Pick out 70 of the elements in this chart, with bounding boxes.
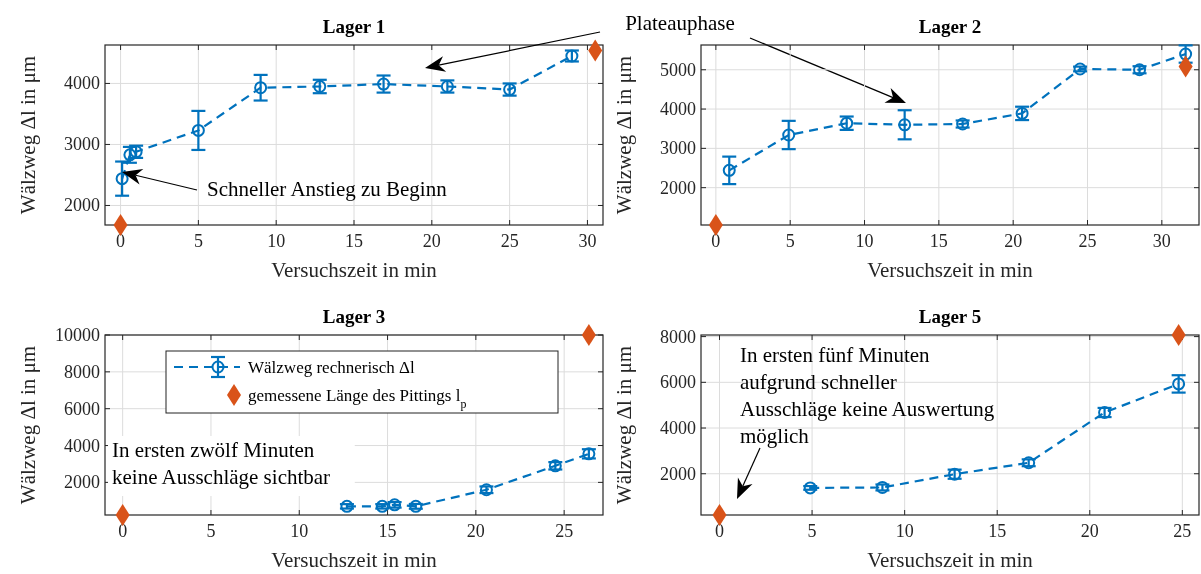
x-tick-label: 30: [578, 231, 597, 251]
point: [875, 480, 889, 494]
chart-title: Lager 2: [918, 16, 982, 37]
x-tick-label: 10: [855, 231, 874, 251]
legend-label: Wälzweg rechnerisch Δl: [248, 358, 415, 377]
x-tick-label: 15: [988, 521, 1007, 541]
y-tick-label: 4000: [64, 435, 100, 456]
y-tick-label: 3000: [64, 134, 100, 155]
x-axis-title: Versuchszeit in min: [867, 258, 1034, 282]
x-tick-label: 0: [118, 521, 128, 541]
y-tick-label: 5000: [660, 59, 696, 80]
text: Plateauphase: [625, 11, 735, 35]
y-tick-label: 4000: [660, 99, 696, 120]
point: [254, 81, 268, 95]
x-tick-label: 10: [290, 521, 309, 541]
point: [191, 123, 205, 137]
x-tick-label: 25: [500, 231, 519, 251]
y-axis-title: Wälzweg Δl in μm: [612, 55, 636, 215]
x-tick-label: 5: [807, 521, 817, 541]
x-axis-title: Versuchszeit in min: [271, 548, 438, 572]
point: [340, 499, 354, 513]
x-tick-label: 25: [555, 521, 574, 541]
x-tick-label: 0: [116, 231, 126, 251]
x-tick-label: 20: [1080, 521, 1099, 541]
x-axis-title: Versuchszeit in min: [271, 258, 438, 282]
y-tick-label: 2000: [64, 195, 100, 216]
point: [803, 481, 817, 495]
x-tick-label: 10: [895, 521, 914, 541]
x-tick-label: 0: [715, 521, 725, 541]
chart-title: Lager 5: [918, 306, 982, 327]
y-tick-label: 4000: [660, 418, 696, 439]
y-tick-label: 8000: [64, 361, 100, 382]
annotation: Schneller Anstieg zu Beginn: [207, 177, 448, 201]
x-tick-label: 20: [422, 231, 441, 251]
point: [1073, 62, 1087, 76]
x-tick-label: 0: [711, 231, 721, 251]
x-axis-title: Versuchszeit in min: [867, 548, 1034, 572]
x-tick-label: 25: [1078, 231, 1097, 251]
annotation: In ersten fünf Minuten aufgrund schneller Ausschläge keine Auswertung möglich: [740, 343, 995, 448]
y-axis-title: Wälzweg Δl in μm: [612, 345, 636, 505]
point: [782, 128, 796, 142]
point: [722, 163, 736, 177]
y-tick-label: 2000: [64, 472, 100, 493]
legend-label: gemessene Länge des Pittings l$_{p}$: [248, 386, 467, 411]
y-tick-label: 6000: [660, 372, 696, 393]
point: [115, 172, 129, 186]
y-axis-title: Wälzweg Δl in μm: [16, 55, 40, 215]
y-tick-label: 2000: [660, 463, 696, 484]
y-tick-label: 3000: [660, 138, 696, 159]
x-tick-label: 5: [785, 231, 795, 251]
x-tick-label: 30: [1152, 231, 1171, 251]
y-tick-label: 8000: [660, 326, 696, 347]
x-tick-label: 15: [378, 521, 397, 541]
x-tick-label: 25: [1173, 521, 1192, 541]
x-tick-label: 15: [929, 231, 948, 251]
y-tick-label: 2000: [660, 177, 696, 198]
point: [898, 118, 912, 132]
x-tick-label: 20: [1004, 231, 1023, 251]
y-axis-title: Wälzweg Δl in μm: [16, 345, 40, 505]
y-tick-label: 10000: [55, 325, 100, 345]
annotation: In ersten zwölf Minuten keine Ausschläge sichtbar: [112, 438, 331, 489]
y-tick-label: 4000: [64, 73, 100, 94]
x-tick-label: 5: [193, 231, 203, 251]
x-tick-label: 20: [466, 521, 485, 541]
chart-title: Lager 3: [322, 306, 386, 327]
y-tick-label: 6000: [64, 398, 100, 419]
chart-title: Lager 1: [322, 16, 386, 37]
x-tick-label: 15: [345, 231, 363, 251]
x-tick-label: 10: [267, 231, 286, 251]
x-tick-label: 5: [206, 521, 216, 541]
